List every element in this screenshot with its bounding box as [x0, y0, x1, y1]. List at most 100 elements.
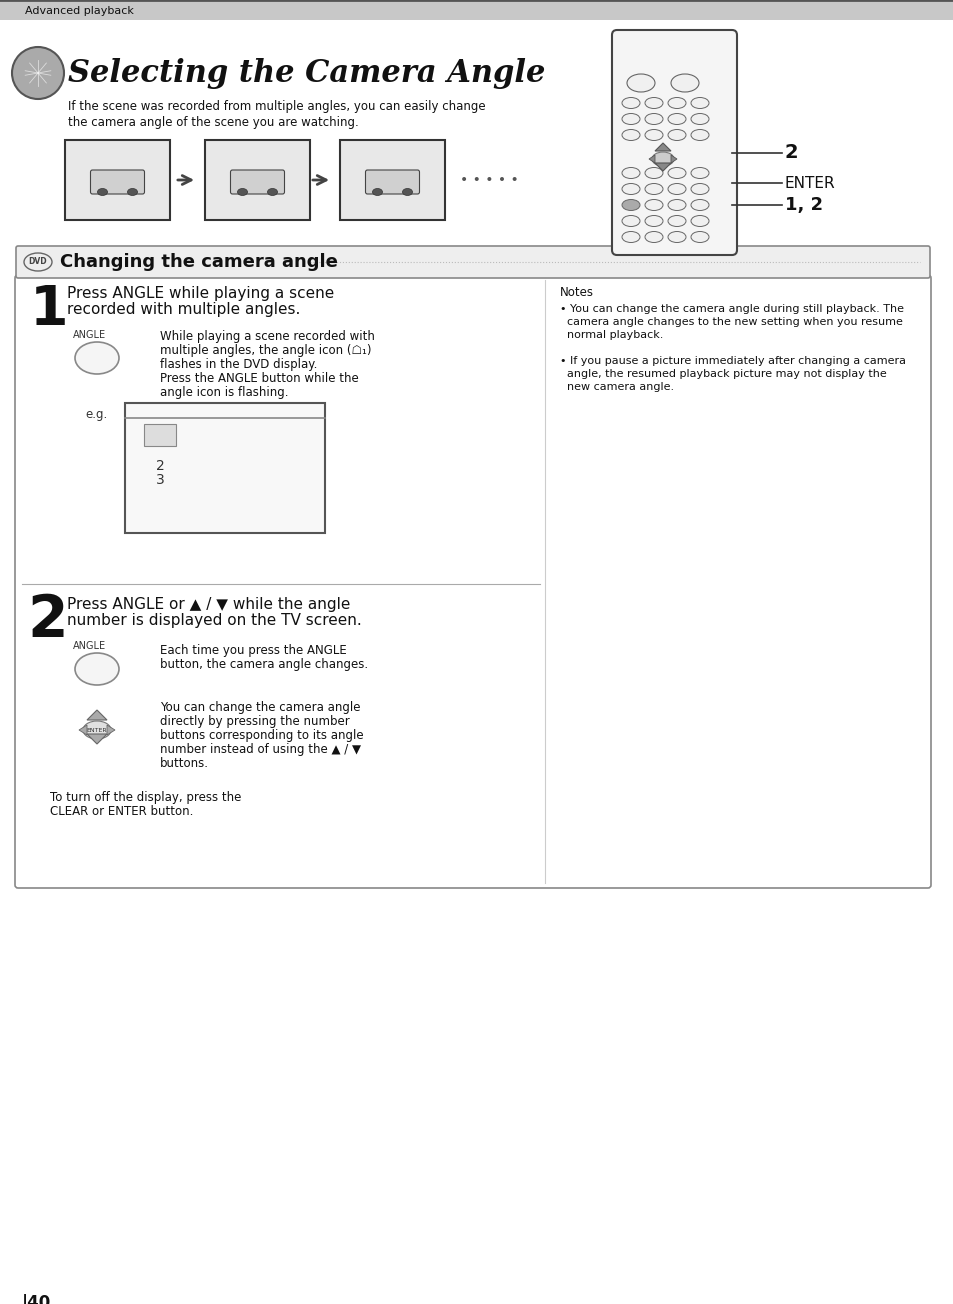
Ellipse shape	[621, 167, 639, 179]
Text: • You can change the camera angle during still playback. The: • You can change the camera angle during…	[559, 304, 903, 314]
Ellipse shape	[690, 215, 708, 227]
Ellipse shape	[644, 98, 662, 108]
Text: Press the ANGLE button while the: Press the ANGLE button while the	[160, 372, 358, 385]
Text: ENTER: ENTER	[87, 728, 107, 733]
Ellipse shape	[644, 215, 662, 227]
Ellipse shape	[83, 721, 111, 739]
Text: |40: |40	[22, 1294, 51, 1304]
FancyBboxPatch shape	[231, 170, 284, 194]
Text: normal playback.: normal playback.	[559, 330, 662, 340]
Ellipse shape	[267, 189, 277, 196]
Ellipse shape	[626, 74, 655, 93]
Ellipse shape	[621, 232, 639, 243]
Text: If the scene was recorded from multiple angles, you can easily change: If the scene was recorded from multiple …	[68, 100, 485, 113]
Text: 2: 2	[155, 459, 164, 473]
Text: 2: 2	[27, 592, 68, 649]
Text: To turn off the display, press the: To turn off the display, press the	[50, 792, 241, 805]
Polygon shape	[107, 725, 115, 735]
Text: buttons corresponding to its angle: buttons corresponding to its angle	[160, 729, 363, 742]
Ellipse shape	[372, 189, 382, 196]
Ellipse shape	[667, 215, 685, 227]
Text: 1: 1	[30, 283, 69, 336]
Ellipse shape	[690, 98, 708, 108]
Ellipse shape	[24, 253, 52, 271]
Ellipse shape	[128, 189, 137, 196]
Text: Press ANGLE while playing a scene: Press ANGLE while playing a scene	[67, 286, 334, 301]
Text: angle, the resumed playback picture may not display the: angle, the resumed playback picture may …	[559, 369, 886, 379]
Text: 2: 2	[784, 143, 798, 163]
Polygon shape	[670, 155, 677, 163]
Ellipse shape	[75, 653, 119, 685]
Ellipse shape	[690, 129, 708, 141]
Polygon shape	[87, 709, 107, 720]
Polygon shape	[655, 143, 670, 151]
Text: number instead of using the ▲ / ▼: number instead of using the ▲ / ▼	[160, 743, 360, 756]
FancyBboxPatch shape	[65, 140, 170, 220]
FancyBboxPatch shape	[91, 170, 144, 194]
Ellipse shape	[644, 129, 662, 141]
Ellipse shape	[667, 167, 685, 179]
Text: Notes: Notes	[559, 286, 594, 299]
Text: button, the camera angle changes.: button, the camera angle changes.	[160, 659, 368, 672]
Text: recorded with multiple angles.: recorded with multiple angles.	[67, 303, 300, 317]
FancyBboxPatch shape	[144, 424, 175, 446]
Text: Press ANGLE or ▲ / ▼ while the angle: Press ANGLE or ▲ / ▼ while the angle	[67, 597, 350, 612]
Ellipse shape	[690, 232, 708, 243]
Ellipse shape	[237, 189, 247, 196]
Text: number is displayed on the TV screen.: number is displayed on the TV screen.	[67, 613, 361, 629]
Ellipse shape	[690, 184, 708, 194]
Ellipse shape	[75, 342, 119, 374]
Ellipse shape	[621, 215, 639, 227]
Text: 3: 3	[155, 473, 164, 486]
Ellipse shape	[402, 189, 412, 196]
Text: camera angle changes to the new setting when you resume: camera angle changes to the new setting …	[559, 317, 902, 327]
Text: Each time you press the ANGLE: Each time you press the ANGLE	[160, 644, 346, 657]
Ellipse shape	[621, 113, 639, 124]
Ellipse shape	[621, 200, 639, 210]
Ellipse shape	[690, 200, 708, 210]
Ellipse shape	[621, 98, 639, 108]
Text: • If you pause a picture immediately after changing a camera: • If you pause a picture immediately aft…	[559, 356, 905, 366]
Ellipse shape	[97, 189, 108, 196]
Ellipse shape	[621, 184, 639, 194]
FancyBboxPatch shape	[365, 170, 419, 194]
FancyBboxPatch shape	[339, 140, 444, 220]
Ellipse shape	[690, 167, 708, 179]
Ellipse shape	[667, 184, 685, 194]
Text: DVD: DVD	[29, 257, 48, 266]
Text: ENTER: ENTER	[784, 176, 835, 190]
Ellipse shape	[667, 113, 685, 124]
FancyBboxPatch shape	[125, 403, 325, 533]
Text: flashes in the DVD display.: flashes in the DVD display.	[160, 359, 317, 372]
Text: Selecting the Camera Angle: Selecting the Camera Angle	[68, 57, 545, 89]
Text: ANGLE: ANGLE	[73, 642, 106, 651]
Text: e.g.: e.g.	[85, 408, 107, 421]
Text: • • • • •: • • • • •	[459, 173, 518, 186]
Ellipse shape	[651, 153, 673, 166]
Text: multiple angles, the angle icon (☖₁): multiple angles, the angle icon (☖₁)	[160, 344, 371, 357]
Ellipse shape	[644, 232, 662, 243]
Text: While playing a scene recorded with: While playing a scene recorded with	[160, 330, 375, 343]
Ellipse shape	[670, 74, 699, 93]
Text: Advanced playback: Advanced playback	[25, 7, 133, 16]
Text: directly by pressing the number: directly by pressing the number	[160, 715, 350, 728]
Ellipse shape	[667, 232, 685, 243]
Text: angle icon is flashing.: angle icon is flashing.	[160, 386, 288, 399]
Text: buttons.: buttons.	[160, 758, 209, 769]
Ellipse shape	[667, 98, 685, 108]
Ellipse shape	[12, 47, 64, 99]
Text: CLEAR or ENTER button.: CLEAR or ENTER button.	[50, 805, 193, 818]
Text: 1, 2: 1, 2	[784, 196, 822, 214]
Text: You can change the camera angle: You can change the camera angle	[160, 702, 360, 715]
Polygon shape	[87, 734, 107, 745]
FancyBboxPatch shape	[612, 30, 737, 256]
Ellipse shape	[667, 200, 685, 210]
Text: new camera angle.: new camera angle.	[559, 382, 674, 393]
Ellipse shape	[667, 129, 685, 141]
Ellipse shape	[690, 113, 708, 124]
FancyBboxPatch shape	[15, 275, 930, 888]
Ellipse shape	[644, 113, 662, 124]
Text: Changing the camera angle: Changing the camera angle	[60, 253, 337, 271]
Text: ANGLE: ANGLE	[73, 330, 106, 340]
Polygon shape	[648, 155, 655, 163]
